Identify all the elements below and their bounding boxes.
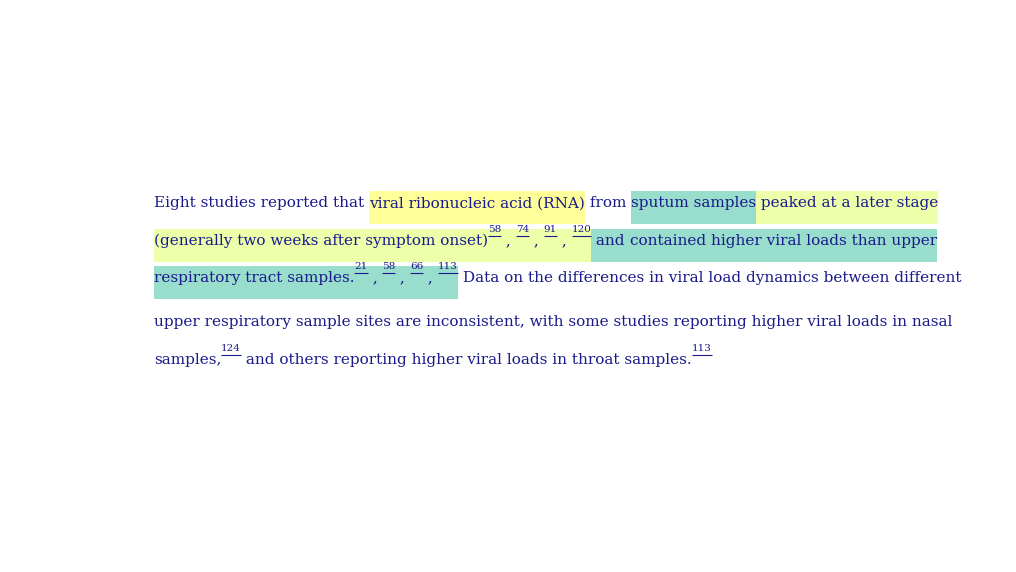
Text: ,: , [395, 271, 410, 285]
Text: 113: 113 [692, 344, 711, 352]
Text: Eight studies reported that: Eight studies reported that [153, 196, 369, 210]
Bar [557, 229, 572, 261]
Text: ,: , [529, 234, 544, 248]
Text: contained higher viral loads than upper: contained higher viral loads than upper [630, 234, 937, 248]
Text: sputum samples: sputum samples [631, 196, 756, 210]
Bar [368, 266, 382, 299]
Bar [424, 266, 438, 299]
Bar [544, 229, 557, 261]
Text: 124: 124 [221, 344, 241, 352]
Text: 66: 66 [410, 262, 424, 271]
Text: viral ribonucleic acid (RNA): viral ribonucleic acid (RNA) [369, 196, 584, 210]
Bar [355, 266, 368, 299]
Text: samples,: samples, [153, 353, 221, 367]
Bar [488, 229, 501, 261]
Text: ,: , [424, 271, 438, 285]
Bar [501, 229, 516, 261]
Text: ,: , [368, 271, 382, 285]
Text: respiratory tract samples.: respiratory tract samples. [153, 271, 355, 285]
Bar [756, 191, 938, 224]
Text: (generally two weeks after symptom onset): (generally two weeks after symptom onset… [153, 233, 488, 248]
Bar [591, 229, 630, 261]
Text: 113: 113 [438, 262, 458, 271]
Text: 58: 58 [488, 225, 501, 233]
Bar [529, 229, 544, 261]
Text: 21: 21 [355, 262, 368, 271]
Text: 58: 58 [382, 262, 395, 271]
Bar [631, 191, 756, 224]
Bar [572, 229, 591, 261]
Text: peaked at a later stage: peaked at a later stage [756, 196, 938, 210]
Bar [369, 191, 584, 224]
Bar [382, 266, 395, 299]
Text: Data on the differences in viral load dynamics between different: Data on the differences in viral load dy… [458, 271, 961, 285]
Bar [438, 266, 458, 299]
Text: from: from [584, 196, 631, 210]
Bar [153, 229, 488, 261]
Bar [516, 229, 529, 261]
Text: and: and [591, 234, 630, 248]
Bar [410, 266, 424, 299]
Text: ,: , [501, 234, 516, 248]
Bar [395, 266, 410, 299]
Text: and others reporting higher viral loads in throat samples.: and others reporting higher viral loads … [241, 353, 692, 367]
Text: ,: , [557, 234, 572, 248]
Bar [630, 229, 937, 261]
Text: 91: 91 [544, 225, 557, 233]
Text: 74: 74 [516, 225, 529, 233]
Text: upper respiratory sample sites are inconsistent, with some studies reporting hig: upper respiratory sample sites are incon… [153, 315, 952, 329]
Text: 120: 120 [572, 225, 591, 233]
Bar [153, 266, 355, 299]
